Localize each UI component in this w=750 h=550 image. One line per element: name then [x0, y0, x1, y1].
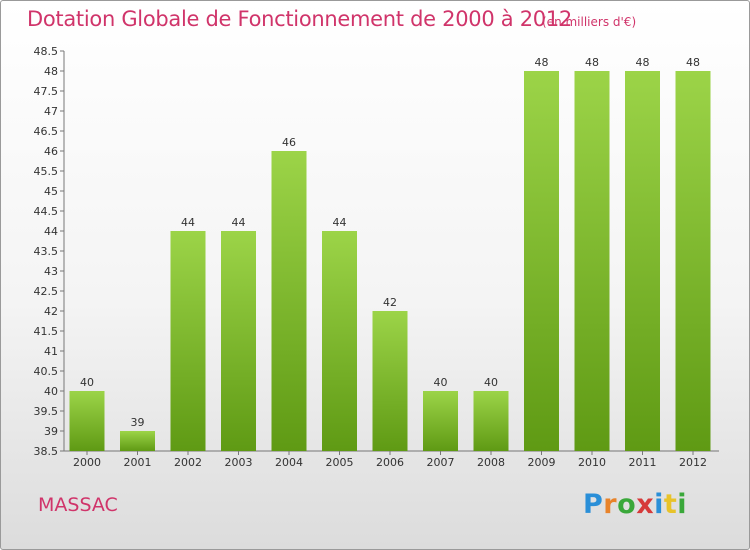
proxiti-logo[interactable]: Proxiti	[583, 489, 687, 520]
y-tick-label: 48.5	[34, 45, 59, 58]
y-tick-label: 43.5	[34, 245, 59, 258]
data-labels: 40 39 44 44 46 44 42 40 40 48 48 48 48	[80, 56, 700, 429]
bar-2007	[423, 391, 458, 451]
y-tick-label: 48	[44, 65, 58, 78]
y-tick-label: 40	[44, 385, 58, 398]
y-tick-label: 39.5	[34, 405, 59, 418]
data-label: 48	[535, 56, 549, 69]
bar-2012	[675, 71, 711, 451]
bar-2010	[574, 71, 610, 451]
y-tick-label: 39	[44, 425, 58, 438]
y-tick-label: 45.5	[34, 165, 59, 178]
y-tick-label: 41.5	[34, 325, 59, 338]
y-tick-label: 46	[44, 145, 58, 158]
y-tick-label: 43	[44, 265, 58, 278]
y-tick-label: 42	[44, 305, 58, 318]
data-label: 44	[181, 216, 195, 229]
axes: 38.5 39 39.5 40 40.5 41 41.5 42 42.5 43 43.5 44 44.5…	[34, 45, 719, 469]
x-tick-label: 2008	[477, 456, 505, 469]
bar-2002	[170, 231, 206, 451]
data-label: 44	[232, 216, 246, 229]
chart-subtitle: (en milliers d'€)	[542, 15, 637, 29]
y-tick-label: 44.5	[34, 205, 59, 218]
data-label: 48	[636, 56, 650, 69]
bars	[69, 71, 711, 451]
data-label: 46	[282, 136, 296, 149]
logo-letter: r	[603, 489, 618, 520]
data-label: 39	[131, 416, 145, 429]
x-tick-label: 2003	[225, 456, 253, 469]
chart-title: Dotation Globale de Fonctionnement de 20…	[27, 7, 572, 31]
x-tick-label: 2011	[629, 456, 657, 469]
y-tick-label: 47.5	[34, 85, 59, 98]
bar-2011	[625, 71, 660, 451]
x-tick-label: 2010	[578, 456, 606, 469]
x-tick-label: 2012	[679, 456, 707, 469]
x-tick-label: 2002	[174, 456, 202, 469]
x-tick-label: 2001	[124, 456, 152, 469]
y-tick-label: 38.5	[34, 445, 59, 458]
data-label: 44	[333, 216, 347, 229]
data-label: 42	[383, 296, 397, 309]
logo-letter: i	[654, 489, 664, 520]
y-tick-label: 41	[44, 345, 58, 358]
bar-2003	[221, 231, 256, 451]
logo-letter: x	[636, 489, 655, 520]
data-label: 40	[484, 376, 498, 389]
bar-2005	[322, 231, 357, 451]
x-tick-label: 2005	[326, 456, 354, 469]
data-label: 40	[434, 376, 448, 389]
data-label: 48	[585, 56, 599, 69]
x-tick-label: 2004	[275, 456, 303, 469]
x-tick-label: 2000	[73, 456, 101, 469]
y-tick-label: 46.5	[34, 125, 59, 138]
y-tick-label: 40.5	[34, 365, 59, 378]
y-tick-label: 45	[44, 185, 58, 198]
y-tick-label: 47	[44, 105, 58, 118]
bar-2001	[120, 431, 155, 451]
logo-letter: o	[617, 489, 637, 520]
x-tick-label: 2006	[376, 456, 404, 469]
x-tick-label: 2009	[528, 456, 556, 469]
bar-2008	[473, 391, 509, 451]
y-tick-label: 42.5	[34, 285, 59, 298]
logo-letter: P	[583, 489, 604, 520]
bar-2009	[524, 71, 559, 451]
bar-2000	[69, 391, 105, 451]
bar-2006	[372, 311, 408, 451]
commune-name: MASSAC	[38, 494, 118, 516]
logo-letter: i	[677, 489, 688, 520]
data-label: 48	[686, 56, 700, 69]
logo-letter: t	[663, 489, 678, 520]
bar-2004	[271, 151, 307, 451]
y-tick-label: 44	[44, 225, 58, 238]
data-label: 40	[80, 376, 94, 389]
x-tick-label: 2007	[427, 456, 455, 469]
